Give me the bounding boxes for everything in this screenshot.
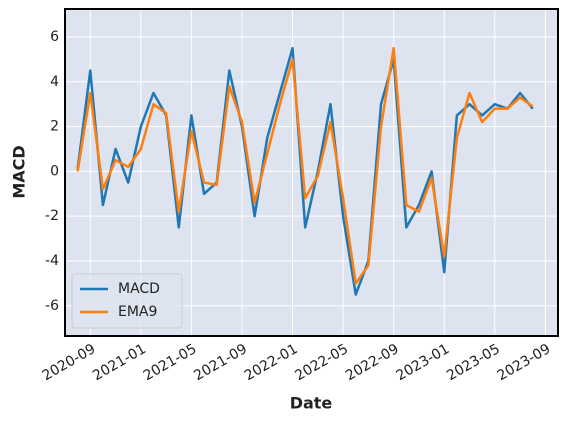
x-tick-label: 2020-09 [40, 341, 99, 384]
y-tick-label: 2 [50, 119, 59, 135]
legend-label: EMA9 [118, 304, 157, 320]
x-tick-label: 2021-01 [90, 341, 149, 384]
series-line [76, 46, 534, 296]
x-tick-label: 2023-05 [444, 341, 503, 384]
legend-label: MACD [118, 281, 160, 297]
legend-box [71, 273, 183, 329]
plot-frame [64, 8, 559, 337]
y-tick-label: 0 [50, 163, 59, 179]
y-tick-label: 6 [50, 29, 59, 45]
y-axis-title: MACD [10, 145, 29, 198]
y-tick-label: 4 [50, 74, 59, 90]
x-axis-title: Date [290, 394, 333, 413]
x-tick-label: 2022-09 [343, 341, 402, 384]
y-tick-label: -6 [45, 298, 59, 314]
y-tick-label: -4 [45, 253, 59, 269]
x-tick-label: 2023-01 [394, 341, 453, 384]
x-tick-label: 2021-09 [191, 341, 250, 384]
x-tick-label: 2021-05 [141, 341, 200, 384]
x-tick-label: 2022-01 [242, 341, 301, 384]
series-line [76, 46, 534, 285]
x-tick-label: 2023-09 [495, 341, 554, 384]
y-tick-label: -2 [45, 208, 59, 224]
x-tick-label: 2022-05 [292, 341, 351, 384]
